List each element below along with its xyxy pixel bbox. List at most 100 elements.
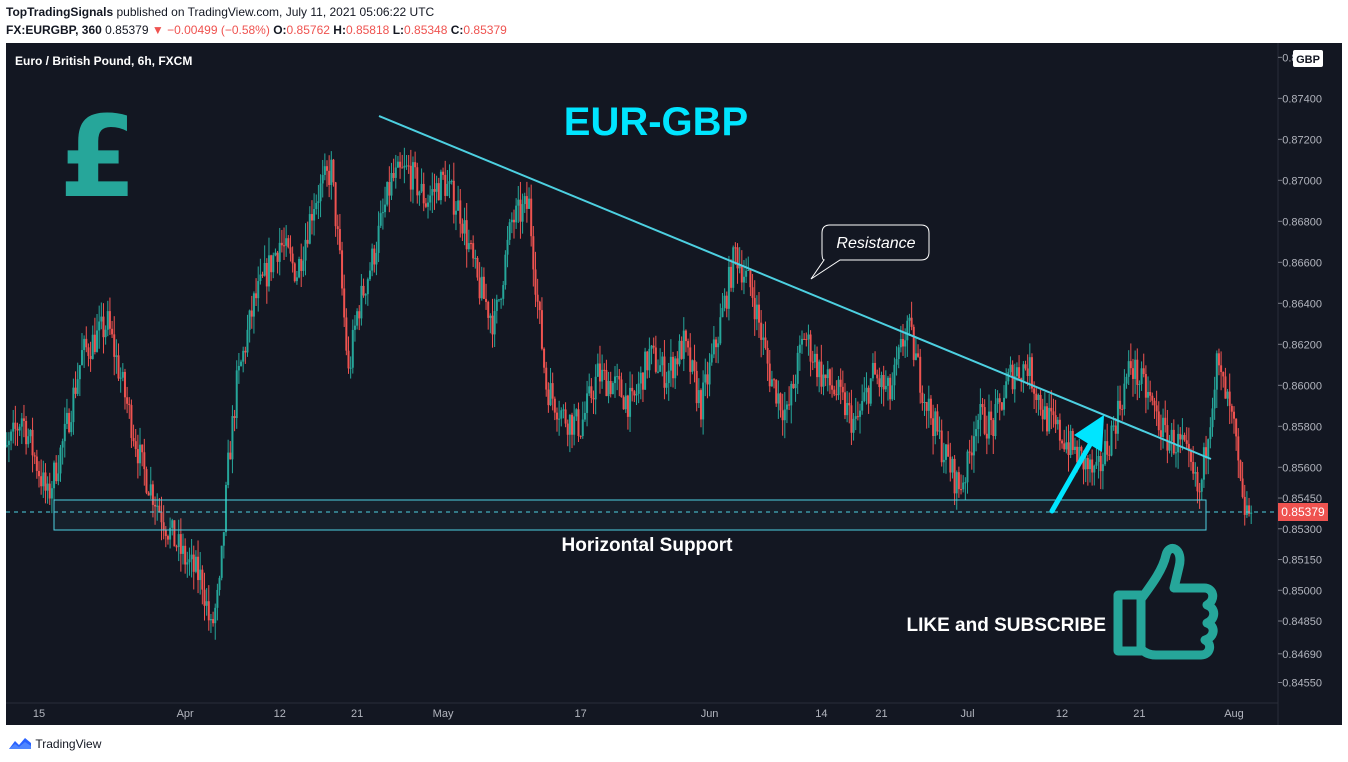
candle-body bbox=[607, 380, 610, 397]
price-chart[interactable]: Resistance Euro / British Pound, 6h, FXC… bbox=[6, 43, 1342, 725]
candle-body bbox=[373, 248, 376, 265]
candle-body bbox=[224, 484, 227, 533]
candle-body bbox=[68, 412, 71, 433]
candle-body bbox=[179, 534, 182, 554]
candle-body bbox=[76, 379, 79, 394]
candle-body bbox=[712, 339, 715, 355]
candle-body bbox=[205, 601, 208, 606]
candle-body bbox=[186, 562, 189, 565]
candle-body bbox=[783, 409, 786, 421]
tradingview-footer[interactable]: TradingView bbox=[8, 736, 101, 754]
candle-body bbox=[358, 311, 361, 319]
candle-body bbox=[289, 247, 292, 254]
candle-body bbox=[1194, 472, 1197, 474]
candle-body bbox=[577, 409, 580, 436]
candle-body bbox=[1159, 430, 1162, 438]
candle-body bbox=[20, 418, 23, 427]
candle-body bbox=[747, 270, 750, 272]
candle-body bbox=[1129, 361, 1132, 369]
candle-body bbox=[1095, 461, 1098, 466]
candle-body bbox=[427, 202, 430, 207]
candle-body bbox=[59, 447, 62, 474]
candle-body bbox=[166, 536, 169, 540]
horizontal-support-zone[interactable] bbox=[53, 499, 1207, 531]
candle-body bbox=[500, 298, 503, 300]
candle-body bbox=[551, 383, 554, 399]
candle-body bbox=[85, 338, 88, 348]
candle-body bbox=[80, 350, 83, 366]
candle-body bbox=[158, 505, 161, 512]
candle-body bbox=[177, 534, 180, 547]
candle-body bbox=[1007, 372, 1010, 382]
candle-body bbox=[1101, 464, 1104, 472]
candle-body bbox=[197, 556, 200, 581]
candle-body bbox=[517, 199, 520, 206]
candle-body bbox=[252, 293, 255, 317]
y-tick-label: 0.84850 bbox=[1282, 616, 1322, 628]
candle-body bbox=[470, 243, 473, 245]
candle-body bbox=[454, 210, 457, 215]
candle-body bbox=[869, 378, 872, 404]
resistance-trendline[interactable] bbox=[378, 115, 1212, 460]
candle-body bbox=[702, 382, 705, 420]
candle-body bbox=[293, 263, 296, 282]
candle-body bbox=[461, 223, 464, 234]
candle-body bbox=[130, 405, 133, 438]
high-value: 0.85818 bbox=[345, 23, 390, 37]
candle-body bbox=[409, 165, 412, 190]
candle-body bbox=[1099, 455, 1102, 472]
candle-body bbox=[257, 281, 260, 299]
publisher-name[interactable]: TopTradingSignals bbox=[6, 5, 114, 19]
candle-body bbox=[173, 520, 176, 547]
candle-body bbox=[1110, 425, 1113, 456]
candle-body bbox=[968, 451, 971, 453]
candle-body bbox=[742, 276, 745, 283]
candle-body bbox=[448, 181, 451, 184]
candle-body bbox=[912, 326, 915, 360]
candle-body bbox=[338, 229, 341, 251]
price-scale[interactable]: 0.876000.874000.872000.870000.868000.866… bbox=[1278, 52, 1322, 690]
candle-body bbox=[745, 270, 748, 277]
candle-body bbox=[882, 375, 885, 390]
candle-body bbox=[1144, 374, 1147, 398]
candle-body bbox=[648, 348, 651, 371]
candle-body bbox=[143, 452, 146, 470]
candle-body bbox=[1026, 368, 1029, 377]
pound-sign-icon: £ bbox=[59, 93, 137, 223]
candle-body bbox=[141, 444, 144, 453]
candle-body bbox=[1123, 383, 1126, 410]
candle-body bbox=[543, 348, 546, 368]
candle-body bbox=[368, 270, 371, 280]
candle-body bbox=[12, 422, 15, 432]
candle-body bbox=[1172, 429, 1175, 454]
candle-body bbox=[6, 445, 8, 447]
candle-body bbox=[781, 410, 784, 421]
arrow-up-right-icon bbox=[1049, 415, 1104, 514]
candle-body bbox=[40, 476, 43, 487]
candle-body bbox=[704, 374, 707, 383]
candle-body bbox=[994, 404, 997, 437]
candle-body bbox=[792, 383, 795, 389]
candle-body bbox=[285, 238, 288, 246]
candle-body bbox=[553, 398, 556, 413]
candle-body bbox=[515, 205, 518, 223]
y-tick-label: 0.85000 bbox=[1282, 585, 1322, 597]
candle-body bbox=[588, 386, 591, 394]
candle-body bbox=[442, 171, 445, 175]
y-tick-label: 0.85800 bbox=[1282, 421, 1322, 433]
candle-body bbox=[63, 423, 66, 442]
time-scale[interactable]: 15 Apr 12 21 May 17 Jun 14 21 Jul 12 21 Aug bbox=[33, 708, 1244, 720]
candle-body bbox=[1202, 447, 1205, 480]
candle-body bbox=[1168, 440, 1171, 451]
candle-body bbox=[145, 469, 148, 493]
candle-body bbox=[820, 361, 823, 387]
candle-body bbox=[1228, 391, 1231, 406]
candle-body bbox=[727, 266, 730, 309]
candle-body bbox=[884, 385, 887, 390]
candle-body bbox=[149, 484, 152, 496]
candle-body bbox=[283, 245, 286, 247]
candle-body bbox=[1076, 446, 1079, 463]
candle-body bbox=[435, 183, 438, 192]
candle-body bbox=[555, 412, 558, 420]
candle-body bbox=[459, 200, 462, 224]
